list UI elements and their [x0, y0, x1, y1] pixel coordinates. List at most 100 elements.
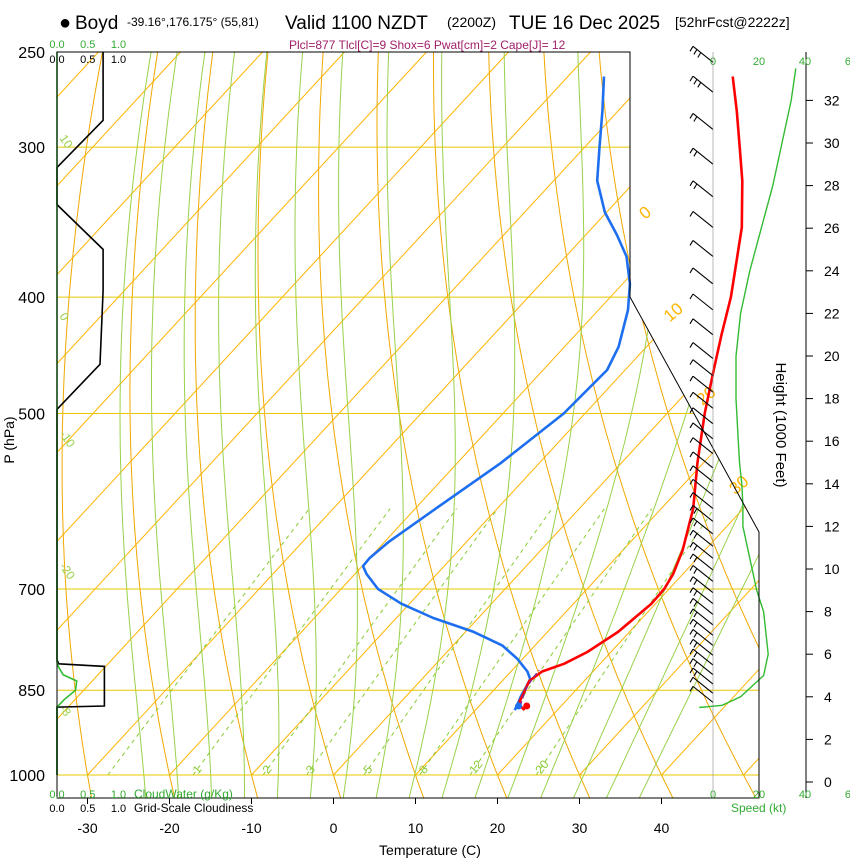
mixing-ratio-line: [363, 508, 553, 776]
x-tick-label: 30: [572, 820, 588, 836]
wind-barb-flag: [693, 568, 698, 574]
station-dot: ●: [59, 12, 71, 34]
wind-barb-shaft: [692, 75, 714, 93]
wind-barb-flag: [693, 151, 698, 157]
pressure-tick-label: 1000: [9, 768, 45, 785]
wind-barb: [689, 541, 714, 559]
wind-barb-flag: [689, 407, 694, 414]
wind-barb-flag: [689, 240, 694, 246]
wind-barb-flag: [689, 598, 694, 604]
wind-barb-flag: [689, 422, 694, 429]
wind-barb-flag: [693, 78, 698, 85]
theta-label: -10: [57, 428, 79, 451]
height-tick-label: 24: [824, 263, 840, 279]
height-axis-label: Height (1000 Feet): [772, 362, 789, 487]
cloudwater-tick-bottom: 1.0: [111, 789, 126, 801]
height-tick-label: 18: [824, 391, 840, 407]
wind-barb-flag: [689, 565, 694, 571]
wind-barb-shaft: [692, 112, 714, 130]
wind-barb-shaft: [692, 505, 714, 522]
wind-barb-flag: [689, 608, 694, 615]
speed-tick-top: 40: [799, 56, 811, 68]
wind-barb-flag: [689, 677, 694, 683]
wind-barb: [689, 407, 714, 425]
wind-barb-flag: [689, 686, 694, 692]
forecast-date: TUE 16 Dec 2025: [509, 13, 660, 34]
wind-barb-flag: [693, 601, 698, 607]
forecast-run: [52hrFcst@2222z]: [675, 14, 790, 30]
theta-label: 10: [57, 132, 76, 151]
wind-barb-shaft: [692, 147, 714, 165]
height-tick-label: 28: [824, 178, 840, 194]
wind-barb-shaft: [692, 240, 714, 257]
wind-barb-flag: [689, 648, 694, 655]
wind-barb: [689, 240, 714, 257]
station-coords: -39.16°,176.175° (55,81): [127, 15, 259, 29]
cloudiness-tick-top: 1.0: [111, 54, 126, 66]
wind-barb-shaft: [692, 422, 714, 440]
dewpoint-line: [361, 76, 632, 711]
theta-label: -20: [57, 560, 79, 583]
wind-barb-flag: [693, 670, 698, 677]
height-tick-label: 6: [824, 646, 832, 662]
wind-barb-shaft: [692, 391, 714, 409]
wind-barb-flag: [689, 542, 694, 548]
wind-barb: [689, 587, 714, 605]
mixing-ratio-label: 1: [190, 762, 205, 776]
wind-barb-flag: [697, 52, 702, 58]
speed-tick-bottom: 20: [753, 789, 765, 801]
temperature-line: [518, 76, 744, 712]
wind-barb-shaft: [692, 587, 714, 605]
wind-barb: [689, 676, 714, 694]
isotherm-line: [579, 52, 759, 776]
wind-barb-shaft: [692, 618, 714, 636]
wind-barb-flag: [689, 391, 694, 398]
pressure-tick-label: 400: [18, 290, 45, 307]
mixing-ratio-line: [535, 508, 715, 776]
wind-barb: [689, 75, 714, 93]
wind-barb: [689, 658, 714, 676]
wind-barb-shaft: [692, 529, 714, 547]
wind-barb: [689, 112, 714, 130]
wind-barb-flag: [689, 619, 694, 625]
wind-barb: [689, 318, 714, 336]
isotherm-line: [57, 52, 263, 776]
isotherm-label: 0: [635, 202, 654, 223]
dry-adiabat: [487, 52, 675, 798]
wind-barb-shaft: [692, 492, 714, 510]
wind-barb-flag: [689, 75, 694, 82]
wind-barb-flag: [693, 611, 698, 618]
wind-barb-shaft: [692, 608, 714, 626]
height-tick-label: 22: [824, 305, 840, 321]
wind-barb-flag: [693, 520, 698, 527]
isotherm-label: 10: [660, 299, 687, 326]
dry-adiabat: [376, 52, 509, 798]
wind-barb-shaft: [692, 676, 714, 694]
pressure-tick-label: 300: [18, 140, 45, 157]
height-tick-label: 16: [824, 433, 840, 449]
wind-barb-flag: [689, 293, 694, 300]
moist-adiabat: [183, 52, 213, 798]
wind-barb-flag: [689, 342, 694, 348]
plot-frame: [56, 51, 760, 799]
sounding-parameters: Plcl=877 Tlcl[C]=9 Shox=6 Pwat[cm]=2 Cap…: [289, 38, 566, 52]
x-tick-label: -20: [159, 820, 179, 836]
height-tick-label: 2: [824, 731, 832, 747]
cloudiness-tick-top: 0.5: [80, 54, 95, 66]
wind-barb-shaft: [692, 407, 714, 425]
wind-barb-flag: [689, 267, 694, 274]
wind-barb: [689, 638, 714, 656]
wind-barb-flag: [689, 587, 694, 593]
cloudwater-tick-top: 1.0: [111, 39, 126, 51]
wind-barb-shaft: [692, 553, 714, 571]
mixing-ratio-label: 3: [303, 762, 318, 776]
moist-adiabat: [254, 52, 280, 798]
wind-barb-shaft: [692, 648, 714, 666]
cloudiness-tick-bottom: 1.0: [111, 803, 126, 815]
isotherm-line: [0, 52, 16, 775]
x-tick-label: 10: [408, 820, 424, 836]
moist-adiabat: [407, 52, 456, 798]
x-axis-label: Temperature (C): [379, 842, 481, 858]
height-tick-label: 4: [824, 689, 832, 705]
dry-adiabat: [129, 52, 176, 798]
